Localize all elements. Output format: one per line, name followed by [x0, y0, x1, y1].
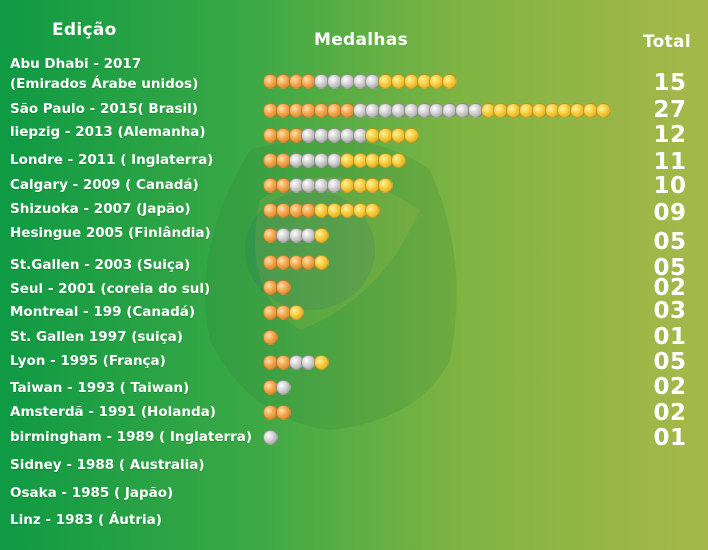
bronze-medal-icon	[263, 330, 278, 345]
gold-medal-icon	[288, 305, 304, 320]
edition-label: (Emirados Árabe unidos)	[10, 76, 199, 92]
edition-label: birmingham - 1989 ( Inglaterra)	[10, 429, 253, 445]
total-value: 01	[653, 425, 687, 451]
gold-medal-icon	[403, 128, 419, 143]
edition-label: Linz - 1983 ( Áutria)	[10, 512, 162, 528]
gold-medal-icon	[391, 153, 406, 168]
total-value: 11	[653, 149, 687, 175]
bronze-medal-icon	[275, 280, 291, 295]
silver-medal-icon	[275, 380, 291, 395]
total-value: 05	[653, 255, 687, 281]
edition-label: Montreal - 199 (Canadá)	[10, 304, 196, 320]
gold-medal-icon	[314, 355, 330, 370]
edition-label: liepzig - 2013 (Alemanha)	[10, 124, 206, 140]
medals-header: Medalhas	[314, 30, 409, 50]
edition-label: Londre - 2011 ( Inglaterra)	[10, 152, 214, 168]
total-value: 09	[653, 200, 687, 226]
edition-label: St. Gallen 1997 (suiça)	[10, 329, 183, 345]
edition-label: São Paulo - 2015( Brasil)	[10, 101, 198, 117]
edition-label: Shizuoka - 2007 (Japão)	[10, 201, 191, 217]
total-value: 02	[653, 374, 687, 400]
total-value: 15	[653, 70, 687, 96]
gold-medal-icon	[378, 178, 394, 193]
edition-label: Seul - 2001 (coreia do sul)	[10, 281, 211, 297]
gold-medal-icon	[365, 203, 381, 218]
total-value: 12	[653, 122, 687, 148]
silver-medal-icon	[263, 430, 278, 445]
total-value: 05	[653, 349, 687, 375]
edition-label: St.Gallen - 2003 (Suiça)	[10, 257, 191, 273]
gold-medal-icon	[442, 74, 458, 89]
edition-header: Edição	[52, 20, 117, 40]
edition-label: Calgary - 2009 ( Canadá)	[10, 177, 199, 193]
total-value: 03	[653, 298, 687, 324]
gold-medal-icon	[314, 228, 330, 243]
gold-medal-icon	[314, 255, 330, 270]
total-header: Total	[643, 32, 691, 52]
edition-label: Sidney - 1988 ( Australia)	[10, 457, 205, 473]
edition-label: Hesingue 2005 (Finlândia)	[10, 225, 211, 241]
edition-label: Amsterdã - 1991 (Holanda)	[10, 404, 216, 420]
total-value: 01	[653, 324, 687, 350]
total-value: 10	[653, 173, 687, 199]
edition-label: Taiwan - 1993 ( Taiwan)	[10, 380, 190, 396]
gold-medal-icon	[595, 103, 611, 118]
total-value: 02	[653, 275, 687, 301]
total-value: 27	[653, 97, 687, 123]
edition-label: Abu Dhabi - 2017	[10, 56, 142, 72]
edition-label: Osaka - 1985 ( Japão)	[10, 485, 174, 501]
edition-label: Lyon - 1995 (França)	[10, 353, 166, 369]
total-value: 05	[653, 229, 687, 255]
total-value: 02	[653, 400, 687, 426]
bronze-medal-icon	[275, 405, 291, 420]
